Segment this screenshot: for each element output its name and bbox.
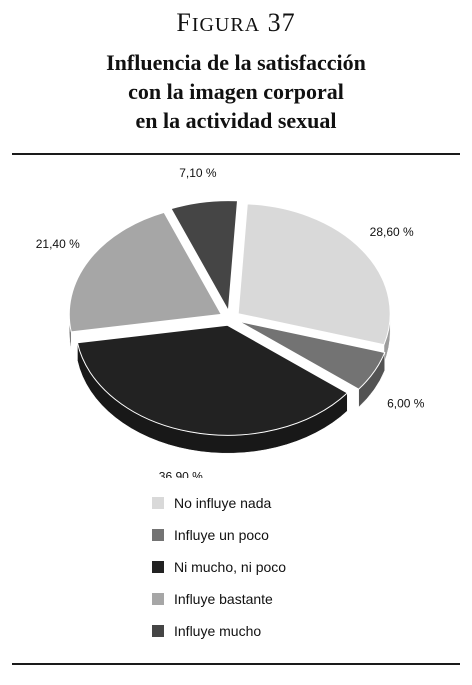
data-label-4: 21,40 %: [36, 237, 80, 251]
top-rule: [12, 153, 460, 155]
title-line-2: con la imagen corporal: [128, 79, 344, 104]
data-label-5: 7,10 %: [179, 168, 217, 180]
data-label-2: 6,00 %: [387, 396, 425, 410]
title-line-1: Influencia de la satisfacción: [106, 50, 366, 75]
pie-slice-2: [238, 320, 386, 390]
legend-swatch-2: [152, 529, 164, 541]
legend-item-3: Ni mucho, ni poco: [152, 557, 286, 577]
data-label-3: 36,90 %: [159, 469, 203, 478]
chart-title: Influencia de la satisfacción con la ima…: [0, 48, 472, 135]
legend-label-3: Ni mucho, ni poco: [174, 559, 287, 575]
figure-word: FIGURA: [176, 8, 261, 37]
pie-slice-3: [76, 324, 349, 436]
legend-swatch-5: [152, 625, 164, 637]
legend-label-1: No influye nada: [174, 495, 272, 511]
pie-slice-5: [170, 200, 239, 313]
data-label-1: 28,60 %: [370, 225, 414, 239]
legend-item-2: Influye un poco: [152, 525, 286, 545]
bottom-rule: [12, 663, 460, 665]
legend-item-4: Influye bastante: [152, 589, 286, 609]
legend-label-4: Influye bastante: [174, 591, 273, 607]
legend-swatch-3: [152, 561, 164, 573]
legend-item-1: No influye nada: [152, 493, 286, 513]
pie-slice-1: [237, 203, 391, 346]
figure-label: FIGURA 37: [0, 8, 472, 38]
pie-slice-4: [68, 211, 223, 333]
pie-chart: 28,60 % 6,00 % 36,90 % 21,40 % 7,10 %: [36, 168, 425, 478]
legend: No influye nada Influye un poco Ni mucho, …: [152, 493, 286, 653]
legend-label-2: Influye un poco: [174, 527, 269, 543]
figure-number: 37: [267, 8, 296, 37]
legend-item-5: Influye mucho: [152, 621, 286, 641]
legend-swatch-1: [152, 497, 164, 509]
legend-label-5: Influye mucho: [174, 623, 262, 639]
title-line-3: en la actividad sexual: [135, 108, 337, 133]
legend-swatch-4: [152, 593, 164, 605]
